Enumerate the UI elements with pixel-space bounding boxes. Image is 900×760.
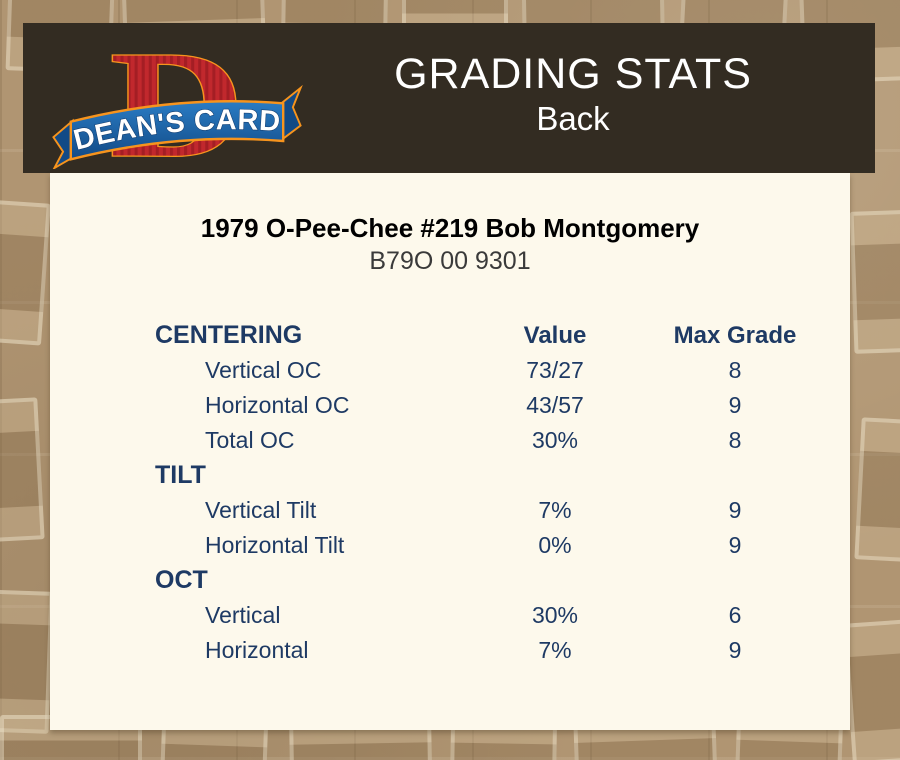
table-row: Horizontal Tilt 0% 9 — [155, 528, 815, 563]
table-header-max-grade: Max Grade — [673, 321, 797, 349]
section-label: OCT — [155, 566, 208, 594]
background-card — [843, 616, 900, 760]
row-label: Vertical OC — [205, 357, 322, 383]
row-max-grade: 8 — [728, 357, 742, 383]
table-header-value: Value — [523, 321, 587, 349]
row-max-grade: 8 — [728, 427, 742, 453]
table-header-row: CENTERING Value Max Grade — [155, 318, 815, 353]
table-row: Vertical 30% 6 — [155, 598, 815, 633]
table-header-section: CENTERING — [155, 321, 303, 349]
table-row: Vertical OC 73/27 8 — [155, 353, 815, 388]
table-row: Total OC 30% 8 — [155, 423, 815, 458]
card-title: 1979 O-Pee-Chee #219 Bob Montgomery — [200, 213, 700, 243]
page-title: GRADING STATS — [394, 50, 752, 98]
background-card — [849, 208, 900, 354]
row-label: Horizontal Tilt — [205, 532, 345, 558]
card-serial: B79O 00 9301 — [369, 247, 531, 275]
background-card — [0, 588, 54, 734]
row-label: Horizontal — [205, 637, 309, 663]
row-max-grade: 9 — [728, 532, 742, 558]
deans-cards-logo-graphic: D DEAN'S CARDS — [41, 3, 303, 190]
content-panel: 1979 O-Pee-Chee #219 Bob Montgomery B79O… — [50, 173, 850, 730]
grading-table: CENTERING Value Max Grade Vertical OC 73/… — [155, 318, 815, 668]
header-bar: D DEAN'S CARDS GRADING STATS Back — [23, 3, 875, 190]
table-section-row: OCT — [155, 563, 815, 598]
row-max-grade: 9 — [728, 497, 742, 523]
header-titles: GRADING STATS Back — [311, 23, 875, 138]
section-label: TILT — [155, 461, 206, 489]
background-card — [854, 417, 900, 565]
row-value: 73/27 — [526, 357, 584, 383]
row-value: 30% — [531, 602, 579, 628]
row-max-grade: 9 — [728, 637, 742, 663]
deans-cards-logo: D DEAN'S CARDS — [41, 3, 311, 190]
table-row: Vertical Tilt 7% 9 — [155, 493, 815, 528]
table-row: Horizontal 7% 9 — [155, 633, 815, 668]
row-label: Total OC — [205, 427, 295, 453]
row-value: 0% — [538, 532, 572, 558]
row-label: Vertical — [205, 602, 281, 628]
background-card — [0, 196, 51, 346]
row-value: 43/57 — [526, 392, 584, 418]
grading-table-body: Vertical OC 73/27 8 Horizontal OC 43/57 9 Tota… — [155, 353, 815, 668]
background-card — [0, 397, 45, 545]
row-label: Horizontal OC — [205, 392, 350, 418]
table-row: Horizontal OC 43/57 9 — [155, 388, 815, 423]
row-value: 7% — [538, 637, 572, 663]
page-subtitle: Back — [536, 100, 610, 138]
row-label: Vertical Tilt — [205, 497, 317, 523]
row-max-grade: 9 — [728, 392, 742, 418]
row-value: 30% — [531, 427, 579, 453]
row-max-grade: 6 — [728, 602, 742, 628]
row-value: 7% — [538, 497, 572, 523]
table-section-row: TILT — [155, 458, 815, 493]
